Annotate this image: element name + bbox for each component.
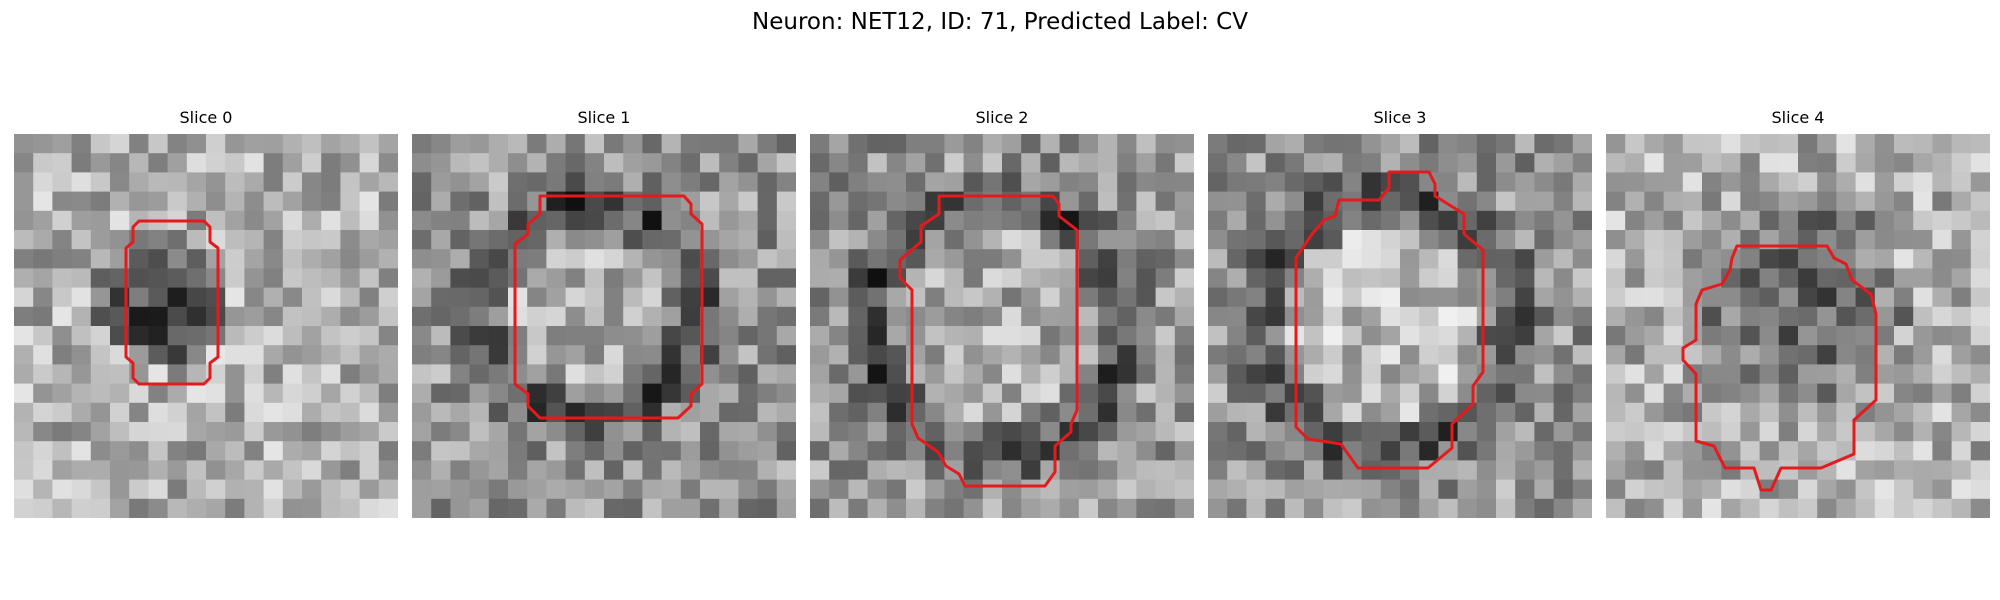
slice-image xyxy=(14,134,398,518)
pixel-grid xyxy=(14,134,398,518)
slice-image xyxy=(412,134,796,518)
slice-panel-0: Slice 0 xyxy=(14,108,398,518)
figure-title: Neuron: NET12, ID: 71, Predicted Label: … xyxy=(752,9,1248,35)
roi-contour xyxy=(124,219,220,386)
slice-image xyxy=(1208,134,1592,518)
roi-contour xyxy=(898,194,1079,488)
slice-panel-4: Slice 4 xyxy=(1606,108,1990,518)
pixel-grid xyxy=(1606,134,1990,518)
roi-contour xyxy=(1681,244,1878,492)
slice-title: Slice 1 xyxy=(577,108,631,127)
slice-title: Slice 3 xyxy=(1373,108,1427,127)
slice-panel-3: Slice 3 xyxy=(1208,108,1592,518)
slice-panel-1: Slice 1 xyxy=(412,108,796,518)
pixel-grid xyxy=(412,134,796,518)
slice-title: Slice 0 xyxy=(179,108,233,127)
slice-title: Slice 4 xyxy=(1771,108,1825,127)
pixel-grid xyxy=(1208,134,1592,518)
roi-contour xyxy=(1294,170,1485,470)
pixel-grid xyxy=(810,134,1194,518)
slice-image xyxy=(810,134,1194,518)
slice-title: Slice 2 xyxy=(975,108,1029,127)
slice-panel-2: Slice 2 xyxy=(810,108,1194,518)
roi-contour xyxy=(513,194,704,420)
slice-image xyxy=(1606,134,1990,518)
